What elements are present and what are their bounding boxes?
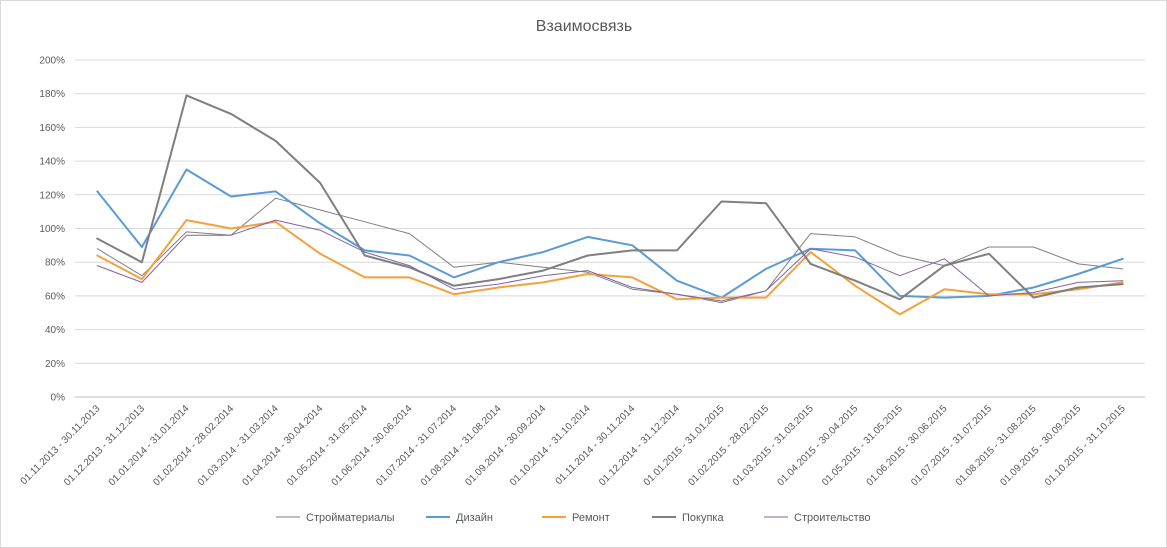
x-tick-label: 01.05.2014 - 31.05.2014 xyxy=(285,403,370,488)
x-tick-label: 01.05.2015 - 31.05.2015 xyxy=(820,403,905,488)
legend-label: Строительство xyxy=(794,512,871,524)
series-lines xyxy=(96,94,1124,316)
x-tick-label: 01.03.2014 - 31.03.2014 xyxy=(196,403,281,488)
y-tick-label: 100% xyxy=(39,224,65,235)
y-tick-label: 40% xyxy=(45,325,65,336)
x-tick-label: 01.01.2015 - 31.01.2015 xyxy=(642,403,727,488)
x-tick-label: 01.04.2015 - 30.04.2015 xyxy=(775,403,860,488)
legend: Стройматериалы Дизайн Ремонт Покупка Строите… xyxy=(276,512,871,524)
series-line-2 xyxy=(96,168,1124,299)
x-tick-label: 01.06.2015 - 30.06.2015 xyxy=(865,403,950,488)
series-line-5 xyxy=(96,219,1124,302)
legend-label: Стройматериалы xyxy=(306,512,395,524)
x-tick-label: 01.11.2013 - 30.11.2013 xyxy=(19,403,103,487)
y-tick-label: 140% xyxy=(39,157,65,168)
y-tick-label: 0% xyxy=(51,393,66,404)
y-tick-label: 160% xyxy=(39,123,65,134)
series-line-3 xyxy=(96,219,1124,316)
x-tick-label: 01.09.2014 - 30.09.2014 xyxy=(463,403,548,488)
x-tick-label: 01.12.2013 - 31.12.2013 xyxy=(62,403,147,488)
x-tick-label: 01.02.2015 - 28.02.2015 xyxy=(686,403,771,488)
series-line-4 xyxy=(96,94,1124,301)
x-tick-label: 01.08.2014 - 31.08.2014 xyxy=(419,403,504,488)
x-tick-label: 01.12.2014 - 31.12.2014 xyxy=(597,403,682,488)
x-tick-label: 01.11.2014 - 30.11.2014 xyxy=(554,403,638,487)
x-tick-label: 01.06.2014 - 30.06.2014 xyxy=(330,403,415,488)
x-tick-label: 01.07.2015 - 31.07.2015 xyxy=(909,403,994,488)
x-tick-label: 01.03.2015 - 31.03.2015 xyxy=(731,403,816,488)
y-tick-label: 200% xyxy=(39,56,65,67)
legend-label: Дизайн xyxy=(456,512,493,524)
chart-title: Взаимосвязь xyxy=(536,18,632,35)
x-tick-label: 01.08.2015 - 31.08.2015 xyxy=(954,403,1039,488)
x-tick-label: 01.10.2014 - 31.10.2014 xyxy=(508,403,593,488)
y-axis-ticks: 0% 20% 40% 60% 80% 100% 120% 140% 160% 180% 200% xyxy=(39,56,65,404)
x-tick-label: 01.10.2015 - 31.10.2015 xyxy=(1043,403,1128,488)
y-tick-label: 20% xyxy=(45,359,65,370)
x-tick-label: 01.02.2014 - 28.02.2014 xyxy=(151,403,236,488)
x-tick-label: 01.09.2015 - 30.09.2015 xyxy=(998,403,1083,488)
x-tick-label: 01.07.2014 - 31.07.2014 xyxy=(374,403,459,488)
y-tick-label: 120% xyxy=(39,190,65,201)
legend-label: Ремонт xyxy=(572,512,610,524)
x-tick-label: 01.01.2014 - 31.01.2014 xyxy=(107,403,192,488)
series-line-1 xyxy=(96,197,1124,304)
y-tick-label: 180% xyxy=(39,89,65,100)
y-tick-label: 60% xyxy=(45,291,65,302)
legend-label: Покупка xyxy=(682,512,724,524)
x-tick-label: 01.04.2014 - 30.04.2014 xyxy=(240,403,325,488)
y-tick-label: 80% xyxy=(45,258,65,269)
